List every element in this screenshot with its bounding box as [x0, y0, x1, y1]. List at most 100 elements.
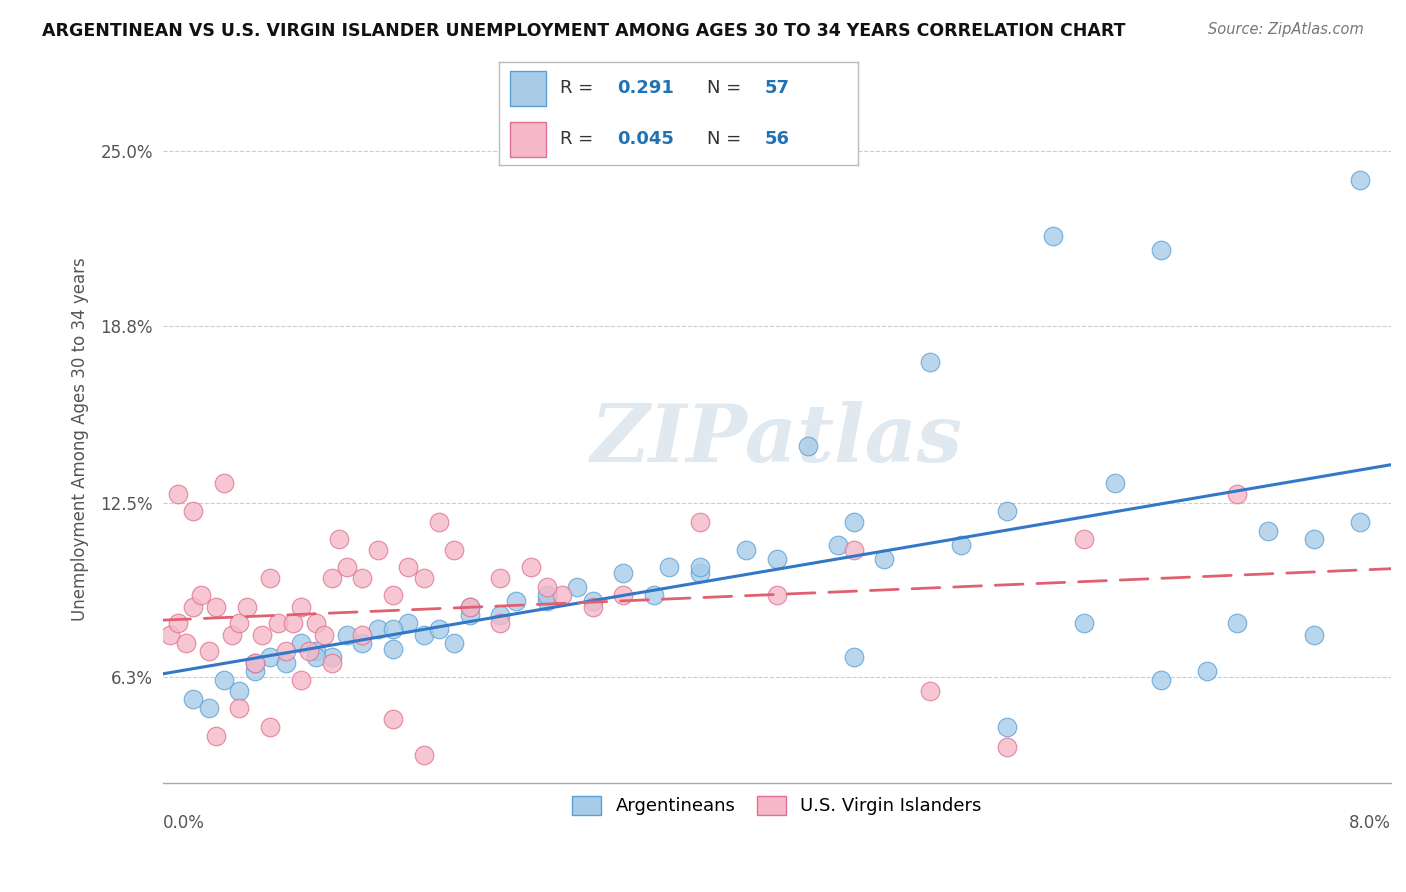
Point [581, 594, 603, 608]
Point [505, 594, 527, 608]
Point [735, 543, 758, 558]
Point [427, 515, 450, 529]
Text: R =: R = [560, 79, 599, 97]
Point [1226, 487, 1249, 501]
Point [367, 543, 389, 558]
Point [267, 616, 290, 631]
Point [658, 560, 681, 574]
Point [274, 656, 297, 670]
Point [183, 504, 205, 518]
Point [412, 571, 434, 585]
FancyBboxPatch shape [510, 70, 546, 105]
Point [1303, 532, 1326, 546]
Point [412, 748, 434, 763]
Point [458, 607, 481, 622]
Point [1195, 664, 1218, 678]
Text: R =: R = [560, 130, 599, 148]
Point [536, 588, 558, 602]
Point [796, 439, 818, 453]
Text: ARGENTINEAN VS U.S. VIRGIN ISLANDER UNEMPLOYMENT AMONG AGES 30 TO 34 YEARS CORRE: ARGENTINEAN VS U.S. VIRGIN ISLANDER UNEM… [42, 22, 1126, 40]
Point [236, 599, 259, 614]
Point [283, 616, 305, 631]
Text: 0.291: 0.291 [617, 79, 675, 97]
Point [290, 636, 312, 650]
Point [321, 656, 343, 670]
Point [228, 683, 250, 698]
Point [581, 599, 603, 614]
Point [842, 543, 865, 558]
Point [1348, 515, 1371, 529]
Y-axis label: Unemployment Among Ages 30 to 34 years: Unemployment Among Ages 30 to 34 years [72, 258, 89, 621]
Point [443, 636, 465, 650]
Point [174, 636, 197, 650]
Text: 57: 57 [765, 79, 789, 97]
Point [259, 650, 281, 665]
Point [873, 551, 896, 566]
Point [612, 588, 634, 602]
Point [159, 627, 181, 641]
Point [274, 644, 297, 658]
Point [920, 683, 942, 698]
Point [252, 627, 274, 641]
Point [205, 599, 228, 614]
Point [551, 588, 574, 602]
FancyBboxPatch shape [510, 122, 546, 157]
Point [321, 650, 343, 665]
Point [228, 700, 250, 714]
Point [305, 650, 328, 665]
Point [259, 720, 281, 734]
Point [1348, 172, 1371, 186]
Point [489, 616, 512, 631]
Point [290, 673, 312, 687]
Point [766, 588, 789, 602]
Point [382, 588, 405, 602]
Point [167, 616, 190, 631]
Point [352, 636, 374, 650]
Point [221, 627, 243, 641]
Point [167, 487, 190, 501]
Point [443, 543, 465, 558]
Point [396, 560, 419, 574]
Point [1303, 627, 1326, 641]
Point [643, 588, 665, 602]
Point [297, 644, 319, 658]
Point [920, 355, 942, 369]
Point [396, 616, 419, 631]
Point [197, 700, 219, 714]
Text: ZIPatlas: ZIPatlas [591, 401, 963, 478]
Text: Source: ZipAtlas.com: Source: ZipAtlas.com [1208, 22, 1364, 37]
Point [842, 650, 865, 665]
Point [305, 616, 328, 631]
Point [489, 607, 512, 622]
Point [489, 571, 512, 585]
Point [427, 622, 450, 636]
Point [1150, 673, 1173, 687]
Text: 0.045: 0.045 [617, 130, 675, 148]
Point [995, 504, 1018, 518]
Text: 8.0%: 8.0% [1350, 814, 1391, 832]
Point [336, 627, 359, 641]
Point [567, 580, 589, 594]
Text: N =: N = [707, 79, 747, 97]
Point [243, 656, 266, 670]
Point [995, 739, 1018, 754]
Text: 0.0%: 0.0% [163, 814, 205, 832]
Point [382, 641, 405, 656]
Point [689, 566, 711, 580]
Point [352, 627, 374, 641]
Point [827, 538, 849, 552]
Point [458, 599, 481, 614]
Text: N =: N = [707, 130, 747, 148]
Point [520, 560, 543, 574]
Point [1257, 524, 1279, 538]
Point [689, 515, 711, 529]
Point [212, 475, 235, 490]
Point [328, 532, 350, 546]
Point [612, 566, 634, 580]
Point [1073, 532, 1095, 546]
Point [1150, 243, 1173, 257]
Point [243, 664, 266, 678]
Point [321, 571, 343, 585]
Point [995, 720, 1018, 734]
Point [1042, 228, 1064, 243]
